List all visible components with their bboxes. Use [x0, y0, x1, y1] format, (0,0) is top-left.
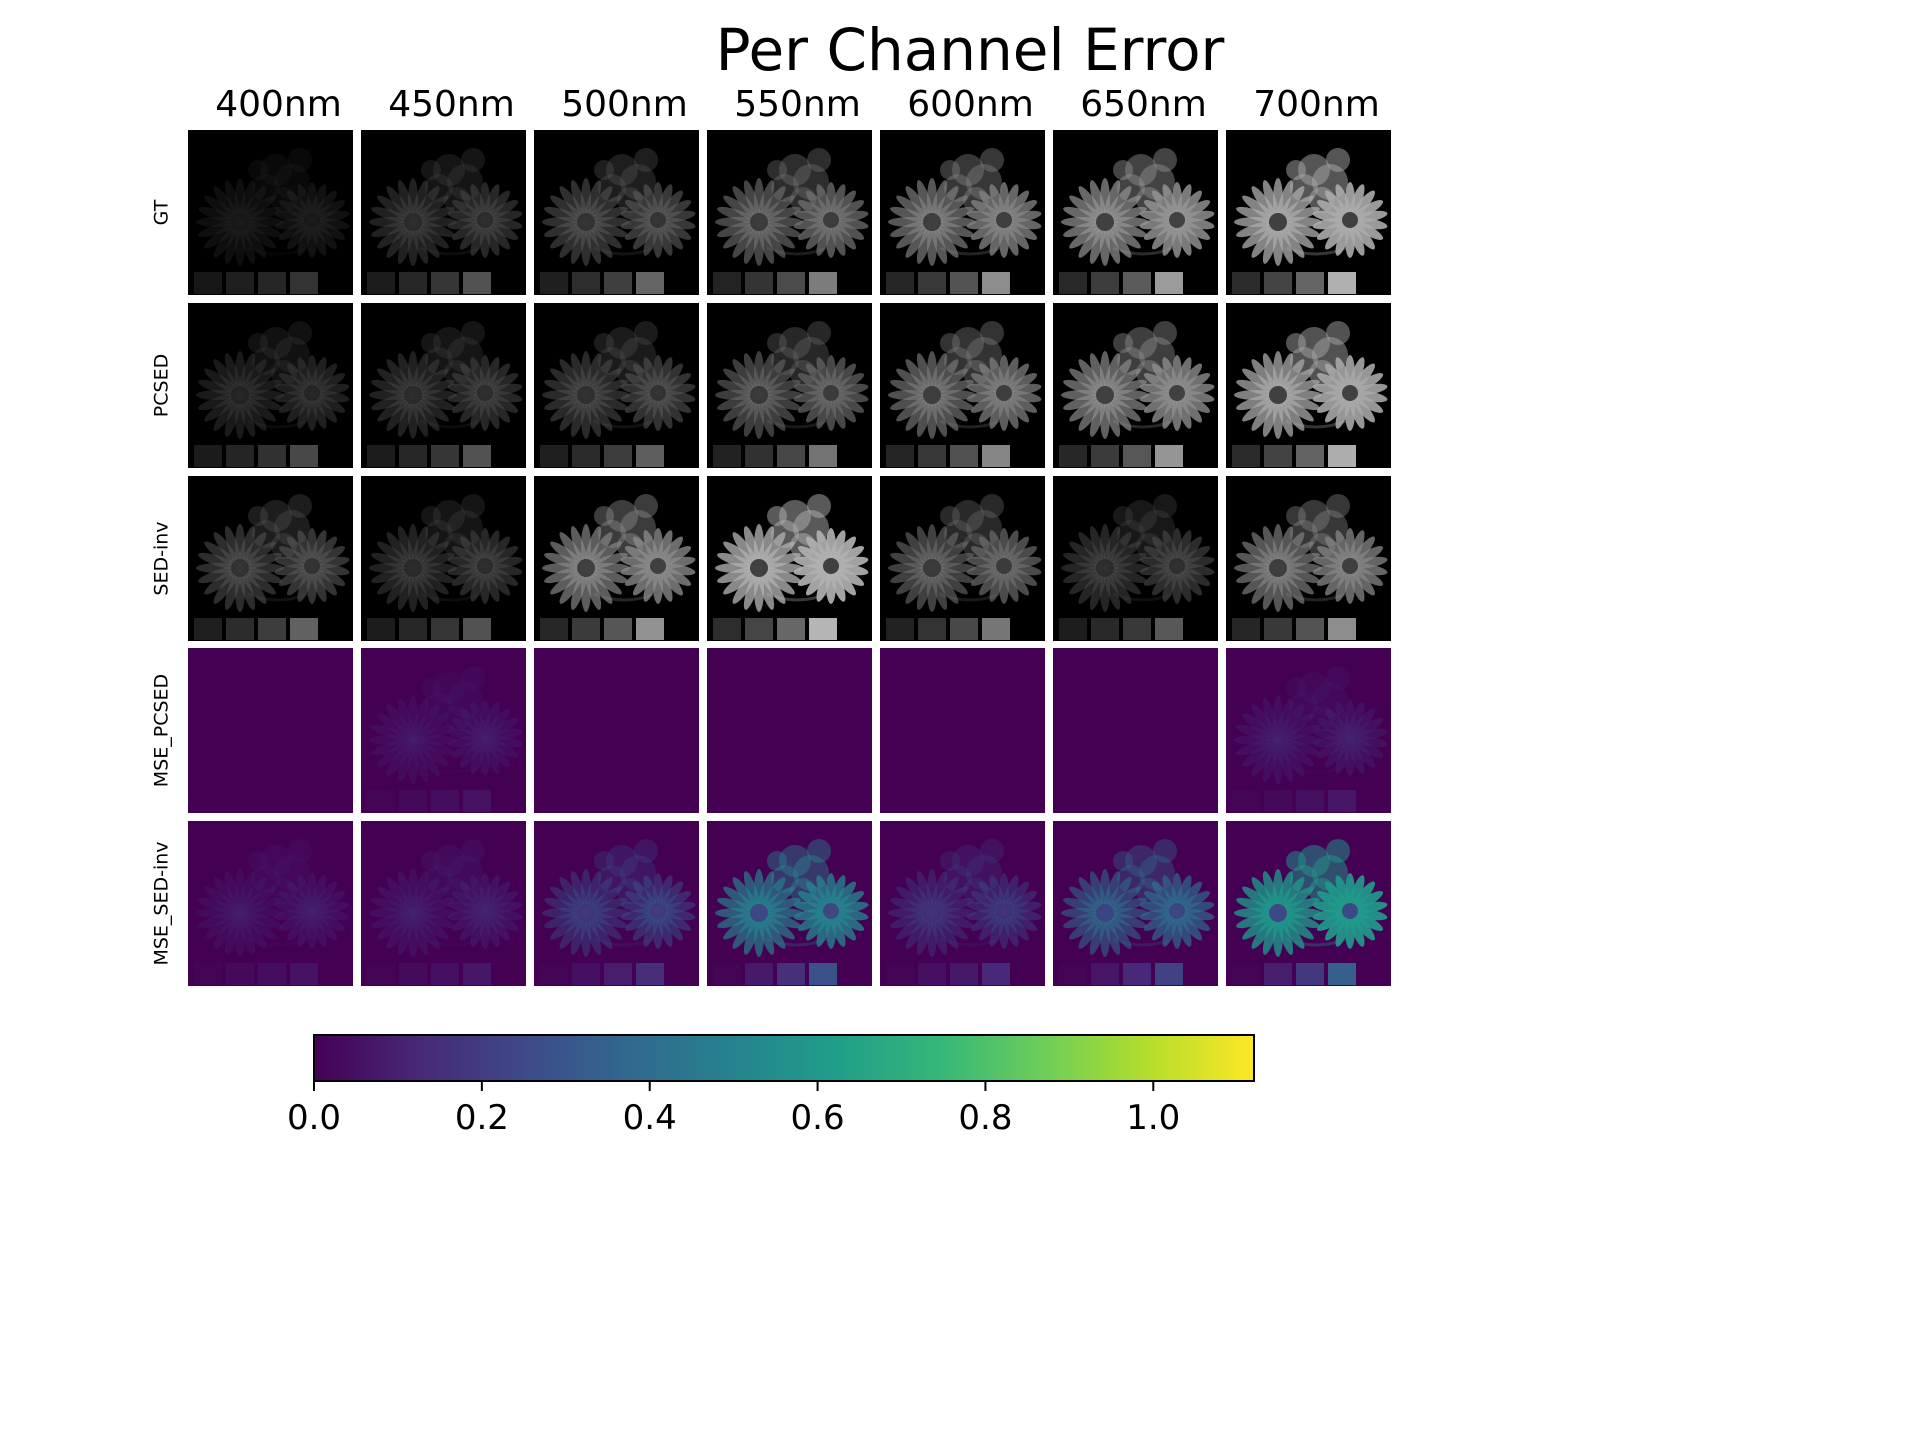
column-label-600nm: 600nm [907, 84, 1034, 125]
row-label-PCSED: PCSED [151, 354, 173, 417]
row-label-MSE_SED-inv: MSE_SED-inv [151, 841, 173, 965]
panel-MSE_PCSED-550nm [707, 648, 872, 813]
colorbar: 0.0 0.2 0.4 0.6 0.8 1.0 [287, 1034, 1255, 1138]
panel-GT-500nm [534, 130, 699, 295]
panel-SED-inv-700nm [1226, 476, 1391, 641]
panel-PCSED-500nm [534, 303, 699, 468]
panel-grid [188, 130, 1391, 986]
column-labels: 400nm 450nm 500nm 550nm 600nm 650nm 700nm [215, 84, 1380, 125]
colorbar-tick-label-0.4: 0.4 [623, 1098, 677, 1138]
panel-SED-inv-450nm [361, 476, 526, 641]
panel-GT-450nm [361, 130, 526, 295]
panel-MSE_PCSED-450nm [361, 648, 526, 813]
row-label-GT: GT [151, 199, 173, 225]
panel-MSE_PCSED-700nm [1226, 648, 1391, 813]
panel-MSE_SED-inv-700nm [1226, 821, 1391, 986]
column-label-700nm: 700nm [1253, 84, 1380, 125]
colorbar-tick-label-0.6: 0.6 [791, 1098, 845, 1138]
panel-MSE_PCSED-500nm [534, 648, 699, 813]
panel-SED-inv-400nm [188, 476, 353, 641]
panel-GT-700nm [1226, 130, 1391, 295]
panel-GT-400nm [188, 130, 353, 295]
panel-PCSED-650nm [1053, 303, 1218, 468]
panel-PCSED-400nm [188, 303, 353, 468]
panel-GT-650nm [1053, 130, 1218, 295]
column-label-450nm: 450nm [388, 84, 515, 125]
colorbar-gradient [313, 1034, 1255, 1082]
panel-MSE_SED-inv-550nm [707, 821, 872, 986]
colorbar-tick-label-0.0: 0.0 [287, 1098, 341, 1138]
colorbar-tick-label-0.2: 0.2 [455, 1098, 509, 1138]
panel-SED-inv-650nm [1053, 476, 1218, 641]
panel-MSE_PCSED-650nm [1053, 648, 1218, 813]
panel-MSE_SED-inv-450nm [361, 821, 526, 986]
panel-SED-inv-550nm [707, 476, 872, 641]
panel-SED-inv-500nm [534, 476, 699, 641]
colorbar-tick-label-0.8: 0.8 [958, 1098, 1012, 1138]
panel-GT-550nm [707, 130, 872, 295]
panel-MSE_SED-inv-400nm [188, 821, 353, 986]
panel-MSE_PCSED-400nm [188, 648, 353, 813]
column-label-650nm: 650nm [1080, 84, 1207, 125]
panel-MSE_SED-inv-600nm [880, 821, 1045, 986]
row-labels: GT PCSED SED-inv MSE_PCSED MSE_SED-inv [151, 199, 173, 965]
colorbar-tick-label-1.0: 1.0 [1126, 1098, 1180, 1138]
column-label-550nm: 550nm [734, 84, 861, 125]
chart-title: Per Channel Error [716, 16, 1225, 84]
panel-PCSED-600nm [880, 303, 1045, 468]
panel-MSE_SED-inv-500nm [534, 821, 699, 986]
panel-PCSED-550nm [707, 303, 872, 468]
panel-GT-600nm [880, 130, 1045, 295]
panel-PCSED-450nm [361, 303, 526, 468]
panel-SED-inv-600nm [880, 476, 1045, 641]
panel-MSE_PCSED-600nm [880, 648, 1045, 813]
panel-MSE_SED-inv-650nm [1053, 821, 1218, 986]
column-label-400nm: 400nm [215, 84, 342, 125]
row-label-SED-inv: SED-inv [151, 521, 173, 595]
row-label-MSE_PCSED: MSE_PCSED [151, 674, 173, 787]
column-label-500nm: 500nm [561, 84, 688, 125]
panel-PCSED-700nm [1226, 303, 1391, 468]
